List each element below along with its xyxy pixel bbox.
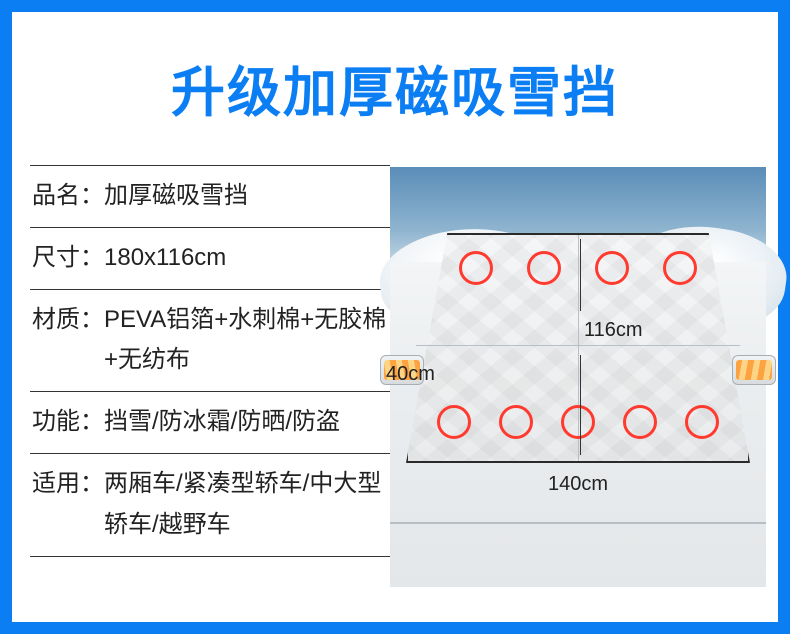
dimension-height-116cm: 116cm [584, 319, 643, 342]
spec-value-line1: 两厢车/紧凑型轿车/中大型 [104, 470, 381, 497]
magnet-row-top [390, 251, 766, 285]
spec-table: 品名： 加厚磁吸雪挡 尺寸： 180x116cm 材质： PEVA铝箔+水刺棉+… [30, 155, 390, 587]
mirror-right [732, 355, 776, 385]
dimension-side-40cm: 40cm [386, 363, 435, 386]
content-row: 品名： 加厚磁吸雪挡 尺寸： 180x116cm 材质： PEVA铝箔+水刺棉+… [12, 155, 778, 587]
spec-row-size: 尺寸： 180x116cm [30, 227, 390, 289]
product-diagram: 40cm 116cm 140cm [390, 167, 766, 587]
spec-value: 加厚磁吸雪挡 [104, 176, 248, 217]
spec-label: 尺寸： [32, 238, 104, 279]
spec-value: 180x116cm [104, 238, 226, 279]
spec-label: 品名： [32, 176, 104, 217]
magnet-row-bottom [390, 405, 766, 439]
spec-value-line2: 轿车/越野车 [104, 511, 231, 538]
spec-row-function: 功能： 挡雪/防冰霜/防晒/防盗 [30, 391, 390, 453]
spec-value-line2: +无纺布 [104, 346, 190, 373]
magnet-icon [623, 405, 657, 439]
magnet-icon [561, 405, 595, 439]
magnet-icon [437, 405, 471, 439]
spec-row-name: 品名： 加厚磁吸雪挡 [30, 165, 390, 227]
spec-row-material: 材质： PEVA铝箔+水刺棉+无胶棉 +无纺布 [30, 289, 390, 392]
magnet-icon [685, 405, 719, 439]
hood-line [390, 522, 766, 524]
magnet-icon [595, 251, 629, 285]
spec-value-line1: PEVA铝箔+水刺棉+无胶棉 [104, 306, 386, 333]
spec-value: 挡雪/防冰霜/防晒/防盗 [104, 402, 340, 443]
magnet-icon [527, 251, 561, 285]
cover-seam-horizontal [416, 345, 740, 346]
spec-label: 适用： [32, 464, 104, 546]
magnet-icon [499, 405, 533, 439]
spec-label: 材质： [32, 300, 104, 382]
dimension-width-140cm: 140cm [548, 473, 608, 496]
spec-value: 两厢车/紧凑型轿车/中大型 轿车/越野车 [104, 464, 381, 546]
magnet-icon [663, 251, 697, 285]
product-title: 升级加厚磁吸雪挡 [12, 12, 778, 155]
magnet-icon [459, 251, 493, 285]
spec-row-fit: 适用： 两厢车/紧凑型轿车/中大型 轿车/越野车 [30, 453, 390, 557]
product-card: 升级加厚磁吸雪挡 品名： 加厚磁吸雪挡 尺寸： 180x116cm 材质： PE… [0, 0, 790, 634]
dimension-line [580, 239, 581, 311]
reflector-icon [736, 360, 772, 380]
spec-label: 功能： [32, 402, 104, 443]
dimension-line [580, 355, 581, 455]
spec-value: PEVA铝箔+水刺棉+无胶棉 +无纺布 [104, 300, 386, 382]
